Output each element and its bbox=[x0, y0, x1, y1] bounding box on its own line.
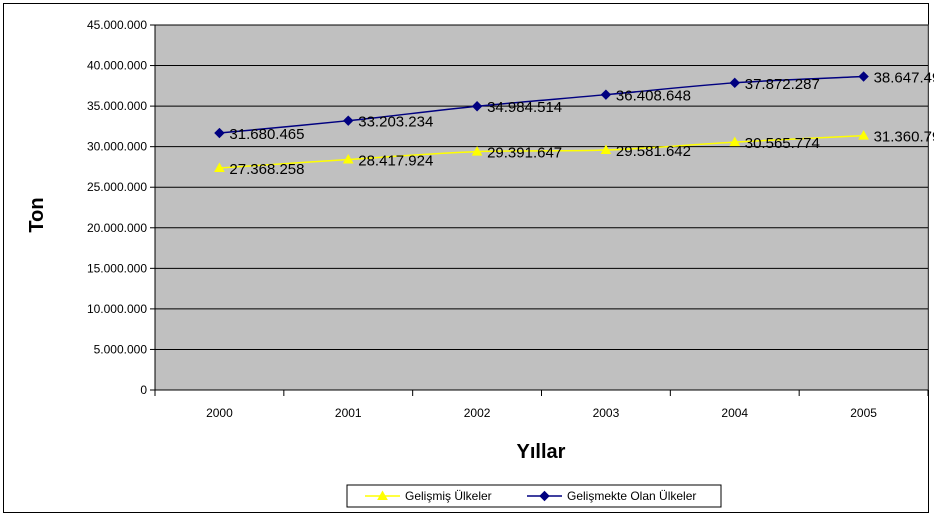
legend: Gelişmiş Ülkeler Gelişmekte Olan Ülkeler bbox=[346, 484, 722, 508]
y-tick-label: 5.000.000 bbox=[94, 342, 148, 356]
series-group bbox=[214, 71, 869, 173]
y-tick-label: 0 bbox=[140, 383, 147, 397]
y-tick-label: 30.000.000 bbox=[87, 140, 147, 154]
data-label: 33.203.234 bbox=[358, 114, 433, 131]
triangle-marker bbox=[600, 144, 612, 155]
series-1 bbox=[214, 130, 869, 173]
y-tick-label: 20.000.000 bbox=[87, 221, 147, 235]
x-tick-label: 2001 bbox=[335, 406, 362, 420]
x-tick-label: 2003 bbox=[593, 406, 620, 420]
legend-label: Gelişmiş Ülkeler bbox=[405, 489, 492, 503]
triangle-marker bbox=[858, 130, 869, 140]
plot-area bbox=[154, 24, 929, 391]
data-label: 31.360.792 bbox=[874, 129, 934, 146]
legend-item-2: Gelişmekte Olan Ülkeler bbox=[527, 489, 696, 503]
x-tick-label: 2002 bbox=[464, 406, 491, 420]
data-labels: 27.368.258 28.417.924 29.391.647 29.581.642… bbox=[229, 70, 934, 178]
data-label: 31.680.465 bbox=[229, 126, 304, 143]
gridlines bbox=[155, 24, 928, 350]
data-label: 29.581.642 bbox=[616, 143, 691, 160]
triangle-marker bbox=[729, 136, 741, 147]
data-label: 27.368.258 bbox=[229, 161, 304, 178]
series-line bbox=[219, 134, 864, 169]
y-tick-label: 40.000.000 bbox=[87, 59, 147, 73]
diamond-marker bbox=[729, 77, 740, 89]
data-label: 36.408.648 bbox=[616, 88, 691, 105]
data-label: 37.872.287 bbox=[745, 76, 820, 93]
y-tick-label: 15.000.000 bbox=[87, 261, 147, 275]
y-tick-label: 35.000.000 bbox=[87, 99, 147, 113]
diamond-marker bbox=[858, 71, 869, 82]
x-axis-title: Yıllar bbox=[517, 441, 566, 463]
data-label: 30.565.774 bbox=[745, 135, 820, 152]
diamond-marker bbox=[471, 101, 483, 112]
y-tick-label: 25.000.000 bbox=[87, 180, 147, 194]
data-label: 29.391.647 bbox=[487, 145, 562, 162]
x-tick-label: 2000 bbox=[206, 406, 233, 420]
triangle-marker bbox=[471, 146, 483, 156]
triangle-marker bbox=[377, 490, 388, 500]
x-tick-label: 2004 bbox=[721, 406, 748, 420]
data-label: 34.984.514 bbox=[487, 99, 562, 116]
legend-label: Gelişmekte Olan Ülkeler bbox=[567, 489, 696, 503]
data-label: 28.417.924 bbox=[358, 152, 433, 169]
y-axis-title: Ton bbox=[26, 197, 48, 232]
axes: 0 5.000.000 10.000.000 15.000.000 20.000.000… bbox=[87, 18, 929, 420]
diamond-marker bbox=[343, 115, 354, 126]
triangle-marker bbox=[342, 153, 354, 164]
legend-items: Gelişmiş Ülkeler Gelişmekte Olan Ülkeler bbox=[365, 489, 696, 503]
diamond-marker bbox=[214, 127, 225, 139]
data-label: 38.647.497 bbox=[874, 70, 934, 87]
diamond-marker bbox=[600, 89, 612, 100]
y-tick-label: 10.000.000 bbox=[87, 302, 147, 316]
legend-item-1: Gelişmiş Ülkeler bbox=[365, 489, 492, 503]
y-tick-label: 45.000.000 bbox=[87, 18, 147, 32]
diamond-marker bbox=[539, 490, 550, 502]
series-line bbox=[219, 75, 864, 134]
x-tick-label: 2005 bbox=[850, 406, 877, 420]
triangle-marker bbox=[214, 162, 225, 173]
series-2 bbox=[214, 71, 869, 139]
